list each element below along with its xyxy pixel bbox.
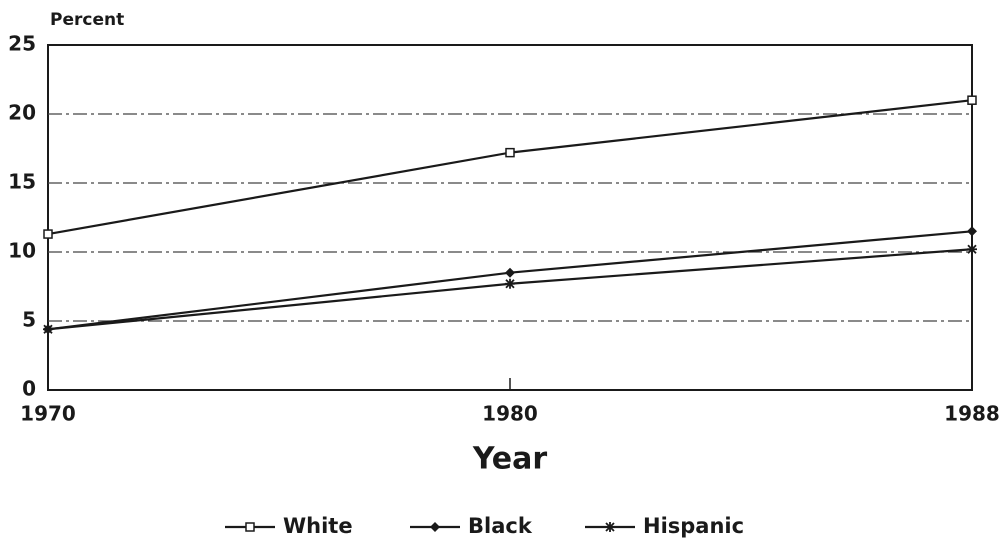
- x-tick-label: 1988: [944, 402, 1000, 426]
- marker-square: [245, 522, 255, 532]
- plot-frame: [47, 44, 973, 391]
- marker-star: [605, 522, 615, 532]
- y-tick-label: 25: [8, 32, 36, 56]
- marker-square: [967, 95, 977, 105]
- marker-square: [505, 147, 515, 158]
- series-line: [47, 99, 973, 236]
- y-tick-label: 0: [22, 377, 36, 401]
- y-tick-label: 15: [8, 170, 36, 194]
- legend-label: Hispanic: [643, 514, 744, 538]
- marker-diamond: [967, 226, 977, 237]
- series-line: [47, 248, 973, 331]
- y-tick-label: 20: [8, 101, 36, 125]
- x-tick-label: 1980: [482, 402, 538, 426]
- legend-label: White: [283, 514, 353, 538]
- legend-label: Black: [468, 514, 533, 538]
- marker-star: [505, 278, 515, 289]
- marker-square: [43, 229, 53, 239]
- marker-diamond: [430, 522, 440, 532]
- x-tick-label: 1970: [20, 402, 76, 426]
- x-axis-label: Year: [472, 442, 548, 477]
- y-tick-label: 5: [22, 308, 36, 332]
- y-tick-label: 10: [8, 239, 36, 263]
- marker-diamond: [505, 267, 515, 278]
- y-axis-label: Percent: [50, 10, 124, 30]
- marker-star: [43, 324, 53, 335]
- marker-star: [967, 244, 977, 255]
